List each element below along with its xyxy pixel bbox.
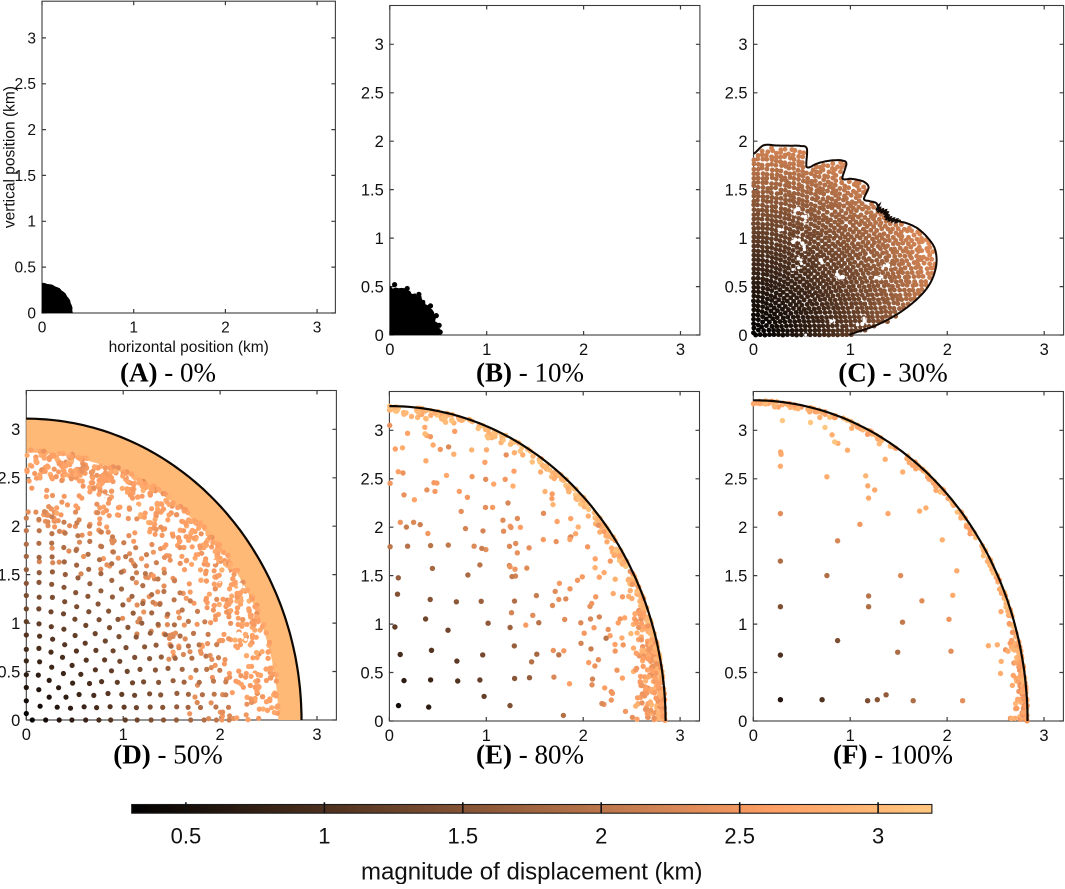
svg-text:1: 1	[119, 726, 128, 744]
svg-text:1: 1	[738, 230, 747, 248]
svg-text:2.5: 2.5	[14, 76, 36, 93]
svg-text:3: 3	[676, 341, 685, 359]
svg-text:1: 1	[482, 341, 491, 359]
svg-text:2.5: 2.5	[725, 85, 748, 103]
svg-text:0: 0	[749, 727, 758, 745]
svg-text:2: 2	[595, 824, 607, 849]
svg-text:2: 2	[579, 341, 588, 359]
svg-text:magnitude of displacement (km): magnitude of displacement (km)	[361, 858, 702, 884]
svg-text:2: 2	[11, 518, 20, 536]
svg-text:2.5: 2.5	[360, 471, 383, 489]
svg-text:2: 2	[738, 519, 747, 537]
svg-text:1: 1	[374, 616, 383, 634]
svg-text:1: 1	[11, 615, 20, 633]
svg-text:(E) - 80%: (E) - 80%	[476, 740, 584, 770]
svg-text:vertical position (km): vertical position (km)	[2, 86, 19, 228]
svg-text:3: 3	[11, 421, 20, 439]
svg-text:1.5: 1.5	[448, 824, 479, 849]
svg-text:2: 2	[375, 133, 384, 151]
svg-text:0: 0	[374, 713, 383, 731]
svg-text:1.5: 1.5	[0, 566, 20, 584]
svg-text:1: 1	[482, 727, 491, 745]
svg-text:3: 3	[738, 422, 747, 440]
svg-text:(A) - 0%: (A) - 0%	[120, 358, 216, 388]
svg-text:0: 0	[385, 341, 394, 359]
svg-text:2: 2	[216, 726, 225, 744]
svg-text:0: 0	[385, 727, 394, 745]
svg-text:1.5: 1.5	[14, 168, 36, 185]
svg-text:3: 3	[1040, 341, 1049, 359]
svg-text:2: 2	[943, 727, 952, 745]
svg-text:2.5: 2.5	[724, 824, 755, 849]
svg-text:2: 2	[374, 519, 383, 537]
svg-text:1: 1	[738, 616, 747, 634]
svg-text:0: 0	[738, 713, 747, 731]
svg-text:2.5: 2.5	[361, 85, 384, 103]
svg-text:1: 1	[846, 727, 855, 745]
svg-text:1: 1	[129, 320, 138, 337]
svg-text:(B) - 10%: (B) - 10%	[476, 358, 584, 388]
svg-text:2: 2	[579, 727, 588, 745]
svg-text:1.5: 1.5	[725, 181, 748, 199]
svg-text:1: 1	[27, 214, 36, 231]
svg-text:3: 3	[1039, 727, 1048, 745]
svg-text:3: 3	[374, 422, 383, 440]
svg-text:1: 1	[846, 341, 855, 359]
svg-text:0: 0	[749, 341, 758, 359]
svg-text:(D) - 50%: (D) - 50%	[113, 740, 222, 770]
svg-text:0: 0	[738, 327, 747, 345]
svg-text:0: 0	[27, 305, 36, 322]
svg-text:2: 2	[27, 122, 36, 139]
svg-text:0: 0	[375, 327, 384, 345]
svg-text:(C) - 30%: (C) - 30%	[838, 358, 947, 388]
svg-text:0.5: 0.5	[725, 278, 748, 296]
svg-text:(F) - 100%: (F) - 100%	[833, 740, 953, 770]
svg-text:0.5: 0.5	[14, 260, 36, 277]
svg-text:0.5: 0.5	[360, 664, 383, 682]
svg-text:3: 3	[375, 36, 384, 54]
svg-text:3: 3	[27, 30, 36, 47]
svg-text:0: 0	[38, 320, 47, 337]
svg-text:0.5: 0.5	[171, 824, 202, 849]
svg-text:3: 3	[676, 727, 685, 745]
svg-text:3: 3	[312, 726, 321, 744]
svg-text:0: 0	[22, 726, 31, 744]
svg-text:2.5: 2.5	[0, 470, 20, 488]
svg-text:horizontal position (km): horizontal position (km)	[109, 339, 269, 356]
svg-text:1: 1	[318, 824, 330, 849]
svg-text:3: 3	[738, 36, 747, 54]
svg-text:1.5: 1.5	[724, 567, 747, 585]
svg-text:2: 2	[221, 320, 230, 337]
svg-text:2: 2	[738, 133, 747, 151]
svg-text:3: 3	[313, 320, 322, 337]
svg-text:0: 0	[11, 712, 20, 730]
svg-text:2.5: 2.5	[724, 471, 747, 489]
svg-text:1.5: 1.5	[361, 181, 384, 199]
svg-text:1: 1	[375, 230, 384, 248]
svg-text:2: 2	[943, 341, 952, 359]
svg-text:0.5: 0.5	[0, 663, 20, 681]
svg-text:0.5: 0.5	[361, 278, 384, 296]
svg-text:1.5: 1.5	[360, 567, 383, 585]
svg-text:0.5: 0.5	[724, 664, 747, 682]
svg-text:3: 3	[872, 824, 884, 849]
